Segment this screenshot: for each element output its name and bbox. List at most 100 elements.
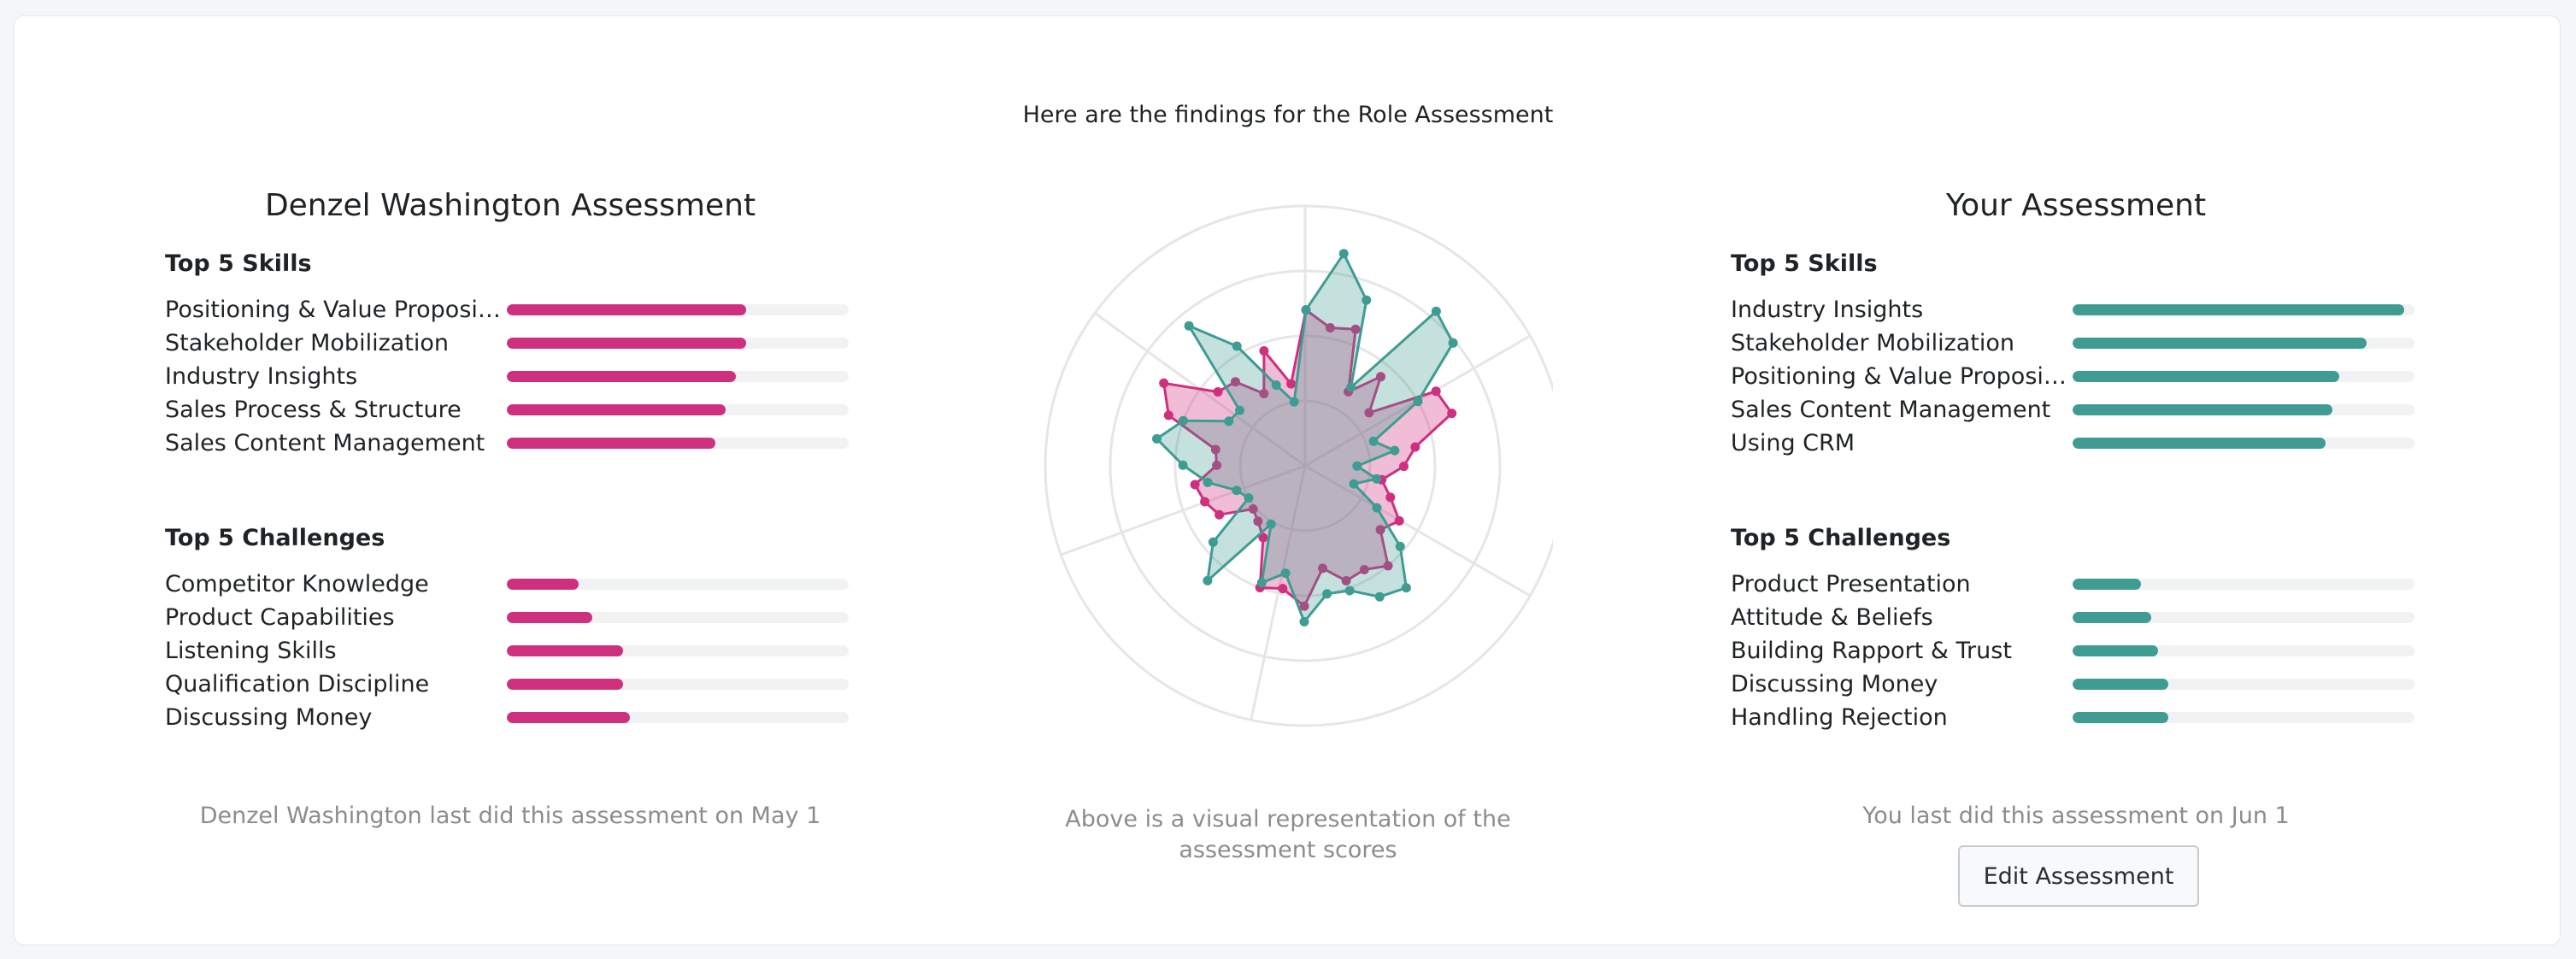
edit-assessment-button[interactable]: Edit Assessment (1958, 845, 2199, 907)
score-bar-track (2073, 679, 2414, 690)
bar-label: Sales Process & Structure (165, 397, 462, 423)
radar-point (1301, 305, 1311, 315)
radar-point (1341, 576, 1351, 585)
list-item: Using CRM (1731, 427, 2421, 460)
score-bar-fill (507, 612, 592, 623)
radar-point (1299, 616, 1309, 627)
score-bar-fill (507, 338, 746, 349)
radar-point (1385, 492, 1396, 503)
score-bar-fill (2073, 304, 2404, 315)
score-bar-fill (2073, 645, 2158, 656)
radar-spoke (1304, 464, 1532, 597)
radar-point (1271, 380, 1281, 390)
bar-label: Sales Content Management (165, 430, 485, 456)
bar-label: Discussing Money (165, 704, 373, 731)
radar-point (1289, 397, 1299, 407)
radar-point (1203, 575, 1213, 585)
bar-label: Product Capabilities (165, 604, 395, 631)
score-bar-track (507, 438, 849, 449)
radar-point (1231, 377, 1240, 387)
score-bar-fill (2073, 371, 2339, 382)
radar-point (1346, 382, 1356, 392)
radar-point (1390, 445, 1400, 456)
list-item: Building Rapport & Trust (1731, 634, 2421, 668)
radar-point (1278, 584, 1288, 594)
score-bar-fill (507, 645, 623, 656)
list-item: Sales Content Management (165, 427, 856, 460)
score-bar-track (507, 679, 849, 690)
radar-point (1299, 601, 1309, 611)
list-item: Product Presentation (1731, 568, 2421, 601)
score-bar-track (2073, 304, 2414, 315)
list-item: Positioning & Value Proposit... (1731, 360, 2421, 393)
score-bar-fill (2073, 712, 2168, 723)
score-bar-track (2073, 712, 2414, 723)
chart-caption: Above is a visual representation of the … (1065, 806, 1511, 863)
radar-point (1364, 408, 1374, 418)
score-bar-fill (2073, 612, 2151, 623)
bar-label: Handling Rejection (1731, 704, 1948, 731)
radar-point (1244, 493, 1254, 503)
list-item: Competitor Knowledge (165, 568, 856, 601)
score-bar-track (507, 404, 849, 415)
radar-point (1213, 387, 1223, 397)
radar-point (1349, 479, 1359, 489)
your-challenges-title: Top 5 Challenges (1731, 525, 1951, 551)
list-item: Product Capabilities (165, 601, 856, 634)
radar-point (1325, 323, 1335, 332)
list-item: Discussing Money (165, 701, 856, 734)
radar-point (1374, 591, 1385, 602)
score-bar-fill (2073, 438, 2326, 449)
your-skills-list: Industry Insights Stakeholder Mobilizatio… (1731, 293, 2421, 460)
radar-point (1376, 372, 1385, 382)
radar-point (1322, 589, 1332, 599)
your-last-assessment-note: You last did this assessment on Jun 1 (1862, 803, 2290, 829)
score-bar-fill (507, 304, 746, 315)
radar-point (1447, 409, 1457, 419)
your-skills-title: Top 5 Skills (1731, 250, 1878, 277)
score-bar-fill (507, 371, 736, 382)
radar-point (1210, 444, 1220, 455)
list-item: Listening Skills (165, 634, 856, 668)
score-bar-track (2073, 645, 2414, 656)
score-bar-fill (2073, 579, 2141, 590)
score-bar-track (507, 304, 849, 315)
bar-label: Qualification Discipline (165, 671, 430, 697)
score-bar-track (2073, 438, 2414, 449)
bar-label: Stakeholder Mobilization (165, 330, 450, 356)
bar-label: Industry Insights (165, 363, 358, 390)
your-assessment-panel: Your Assessment Top 5 Skills Industry In… (1731, 187, 2421, 734)
radar-point (1232, 485, 1242, 496)
radar-point (1259, 389, 1269, 398)
radar-point (1350, 324, 1361, 334)
score-bar-fill (507, 579, 579, 590)
other-challenges-list: Competitor Knowledge Product Capabilities… (165, 568, 856, 734)
radar-point (1163, 410, 1173, 421)
radar-point (1362, 295, 1372, 305)
radar-point (1214, 509, 1225, 520)
radar-point (1212, 460, 1222, 470)
radar-point (1401, 583, 1411, 593)
other-skills-list: Positioning & Value Proposit... Stakehold… (165, 293, 856, 460)
score-bar-track (507, 612, 849, 623)
radar-point (1266, 519, 1276, 529)
radar-point (1372, 503, 1382, 513)
radar-point (1200, 497, 1210, 507)
other-challenges-title: Top 5 Challenges (165, 525, 385, 551)
radar-point (1410, 442, 1420, 452)
other-last-assessment-note: Denzel Washington last did this assessme… (199, 803, 821, 829)
radar-point (1431, 306, 1441, 316)
bar-label: Stakeholder Mobilization (1731, 330, 2015, 356)
score-bar-fill (507, 404, 726, 415)
bar-label: Building Rapport & Trust (1731, 638, 2012, 664)
list-item: Attitude & Beliefs (1731, 601, 2421, 634)
radar-point (1318, 563, 1327, 574)
assessment-radar-chart (1044, 204, 1553, 727)
score-bar-fill (507, 712, 630, 723)
score-bar-track (507, 645, 849, 656)
radar-point (1190, 480, 1200, 490)
bar-label: Attitude & Beliefs (1731, 604, 1933, 631)
radar-point (1368, 436, 1379, 446)
radar-point (1394, 515, 1404, 526)
radar-point (1375, 525, 1385, 535)
